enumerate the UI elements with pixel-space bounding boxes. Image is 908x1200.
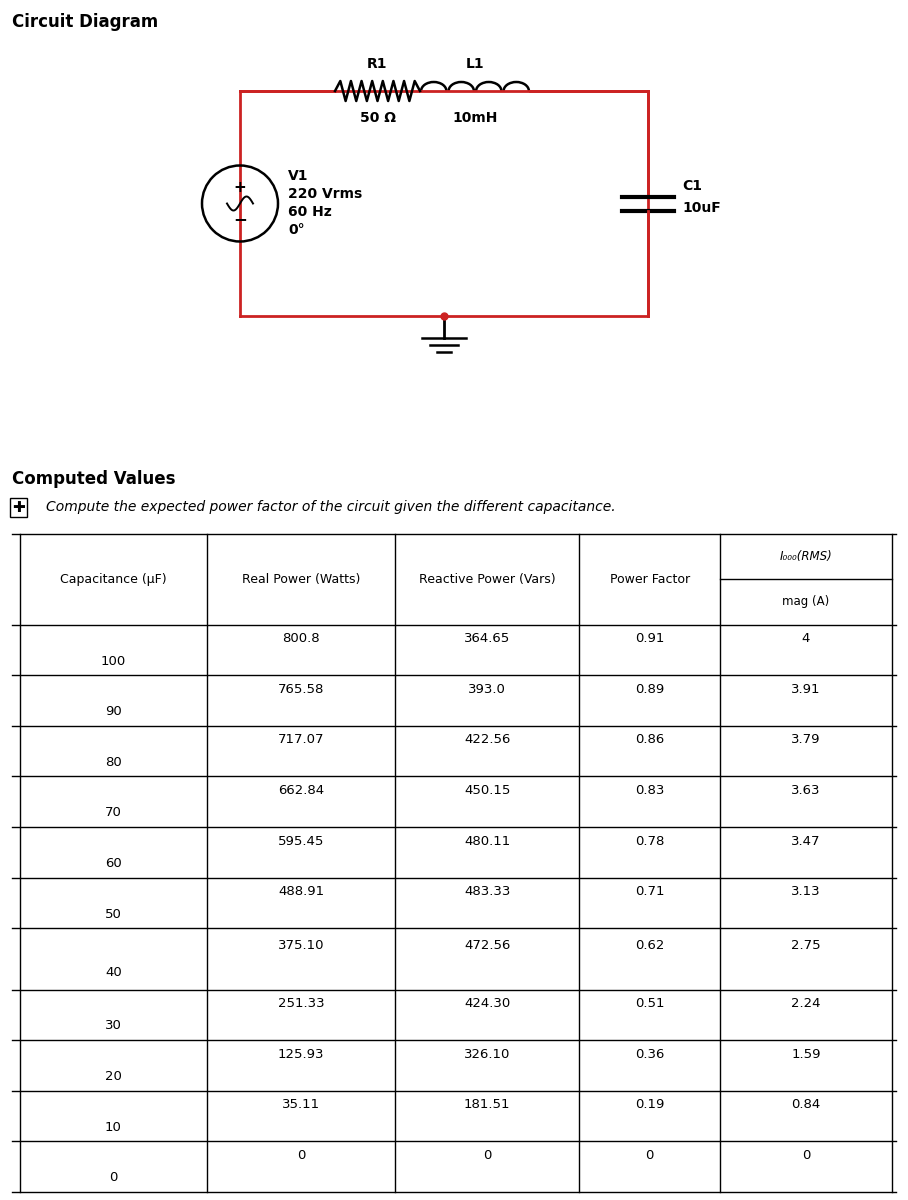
Text: Reactive Power (Vars): Reactive Power (Vars) <box>419 572 556 586</box>
Text: −: − <box>233 210 247 228</box>
Text: 800.8: 800.8 <box>282 632 320 646</box>
Text: 0: 0 <box>646 1150 654 1162</box>
Text: 488.91: 488.91 <box>278 886 324 899</box>
Text: 1.59: 1.59 <box>791 1048 821 1061</box>
Text: 10mH: 10mH <box>452 110 498 125</box>
Text: 80: 80 <box>105 756 122 769</box>
Text: Compute the expected power factor of the circuit given the different capacitance: Compute the expected power factor of the… <box>46 500 616 514</box>
Text: 0°: 0° <box>288 222 304 236</box>
Text: 100: 100 <box>101 654 126 667</box>
Text: 2.75: 2.75 <box>791 938 821 952</box>
Text: 0.62: 0.62 <box>635 938 665 952</box>
Text: 595.45: 595.45 <box>278 835 324 847</box>
Text: Power Factor: Power Factor <box>609 572 690 586</box>
Text: 181.51: 181.51 <box>464 1098 510 1111</box>
Text: 10: 10 <box>105 1121 122 1134</box>
Text: 765.58: 765.58 <box>278 683 324 696</box>
Text: 125.93: 125.93 <box>278 1048 324 1061</box>
Text: 424.30: 424.30 <box>464 997 510 1010</box>
Text: 50 Ω: 50 Ω <box>360 110 396 125</box>
Text: 364.65: 364.65 <box>464 632 510 646</box>
Text: 35.11: 35.11 <box>282 1098 320 1111</box>
Text: 0: 0 <box>109 1171 118 1184</box>
Text: 0.36: 0.36 <box>635 1048 665 1061</box>
Text: 0.83: 0.83 <box>635 784 665 797</box>
Text: 0: 0 <box>297 1150 305 1162</box>
Text: 0.91: 0.91 <box>635 632 665 646</box>
Text: mag (A): mag (A) <box>782 595 830 608</box>
Text: 0.19: 0.19 <box>635 1098 665 1111</box>
Text: 30: 30 <box>105 1020 122 1032</box>
Text: 450.15: 450.15 <box>464 784 510 797</box>
Text: 662.84: 662.84 <box>278 784 324 797</box>
Text: 422.56: 422.56 <box>464 733 510 746</box>
Text: 4: 4 <box>802 632 810 646</box>
Text: 50: 50 <box>105 907 122 920</box>
Text: 0: 0 <box>483 1150 491 1162</box>
Text: 3.91: 3.91 <box>791 683 821 696</box>
Text: 251.33: 251.33 <box>278 997 324 1010</box>
Text: 220 Vrms: 220 Vrms <box>288 186 362 200</box>
Text: C1: C1 <box>682 179 702 192</box>
Text: 3.13: 3.13 <box>791 886 821 899</box>
Text: V1: V1 <box>288 168 309 182</box>
Text: Capacitance (μF): Capacitance (μF) <box>60 572 167 586</box>
Text: 20: 20 <box>105 1070 122 1084</box>
Text: 10uF: 10uF <box>682 202 721 216</box>
Text: I₀₀₀(RMS): I₀₀₀(RMS) <box>779 550 833 563</box>
Text: Real Power (Watts): Real Power (Watts) <box>242 572 360 586</box>
Text: +: + <box>233 180 246 194</box>
Text: 480.11: 480.11 <box>464 835 510 847</box>
Text: 0.89: 0.89 <box>635 683 665 696</box>
Text: 60: 60 <box>105 857 122 870</box>
Text: 3.63: 3.63 <box>791 784 821 797</box>
Text: 3.79: 3.79 <box>791 733 821 746</box>
Text: 717.07: 717.07 <box>278 733 324 746</box>
Text: 0.51: 0.51 <box>635 997 665 1010</box>
Text: R1: R1 <box>367 56 388 71</box>
Text: 0: 0 <box>802 1150 810 1162</box>
Text: Computed Values: Computed Values <box>12 470 175 488</box>
Text: 472.56: 472.56 <box>464 938 510 952</box>
Text: 70: 70 <box>105 806 122 820</box>
Text: Circuit Diagram: Circuit Diagram <box>12 13 158 31</box>
Text: 40: 40 <box>105 966 122 979</box>
Text: 0.84: 0.84 <box>791 1098 821 1111</box>
Text: 0.71: 0.71 <box>635 886 665 899</box>
Text: 393.0: 393.0 <box>469 683 506 696</box>
Text: 90: 90 <box>105 706 122 718</box>
Text: ✚: ✚ <box>12 500 25 515</box>
Text: 0.86: 0.86 <box>635 733 665 746</box>
Text: 60 Hz: 60 Hz <box>288 204 331 218</box>
Text: 3.47: 3.47 <box>791 835 821 847</box>
Text: 375.10: 375.10 <box>278 938 324 952</box>
Text: 326.10: 326.10 <box>464 1048 510 1061</box>
Text: 2.24: 2.24 <box>791 997 821 1010</box>
Text: 483.33: 483.33 <box>464 886 510 899</box>
Text: 0.78: 0.78 <box>635 835 665 847</box>
Text: L1: L1 <box>466 56 484 71</box>
